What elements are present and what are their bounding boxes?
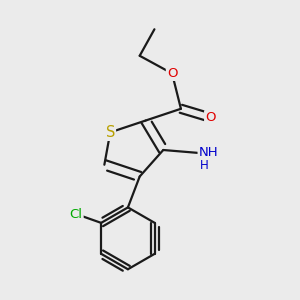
Text: Cl: Cl [70, 208, 83, 220]
Text: O: O [205, 111, 216, 124]
Text: NH: NH [199, 146, 218, 159]
Text: H: H [200, 159, 209, 172]
Text: O: O [167, 67, 177, 80]
Text: S: S [106, 125, 115, 140]
